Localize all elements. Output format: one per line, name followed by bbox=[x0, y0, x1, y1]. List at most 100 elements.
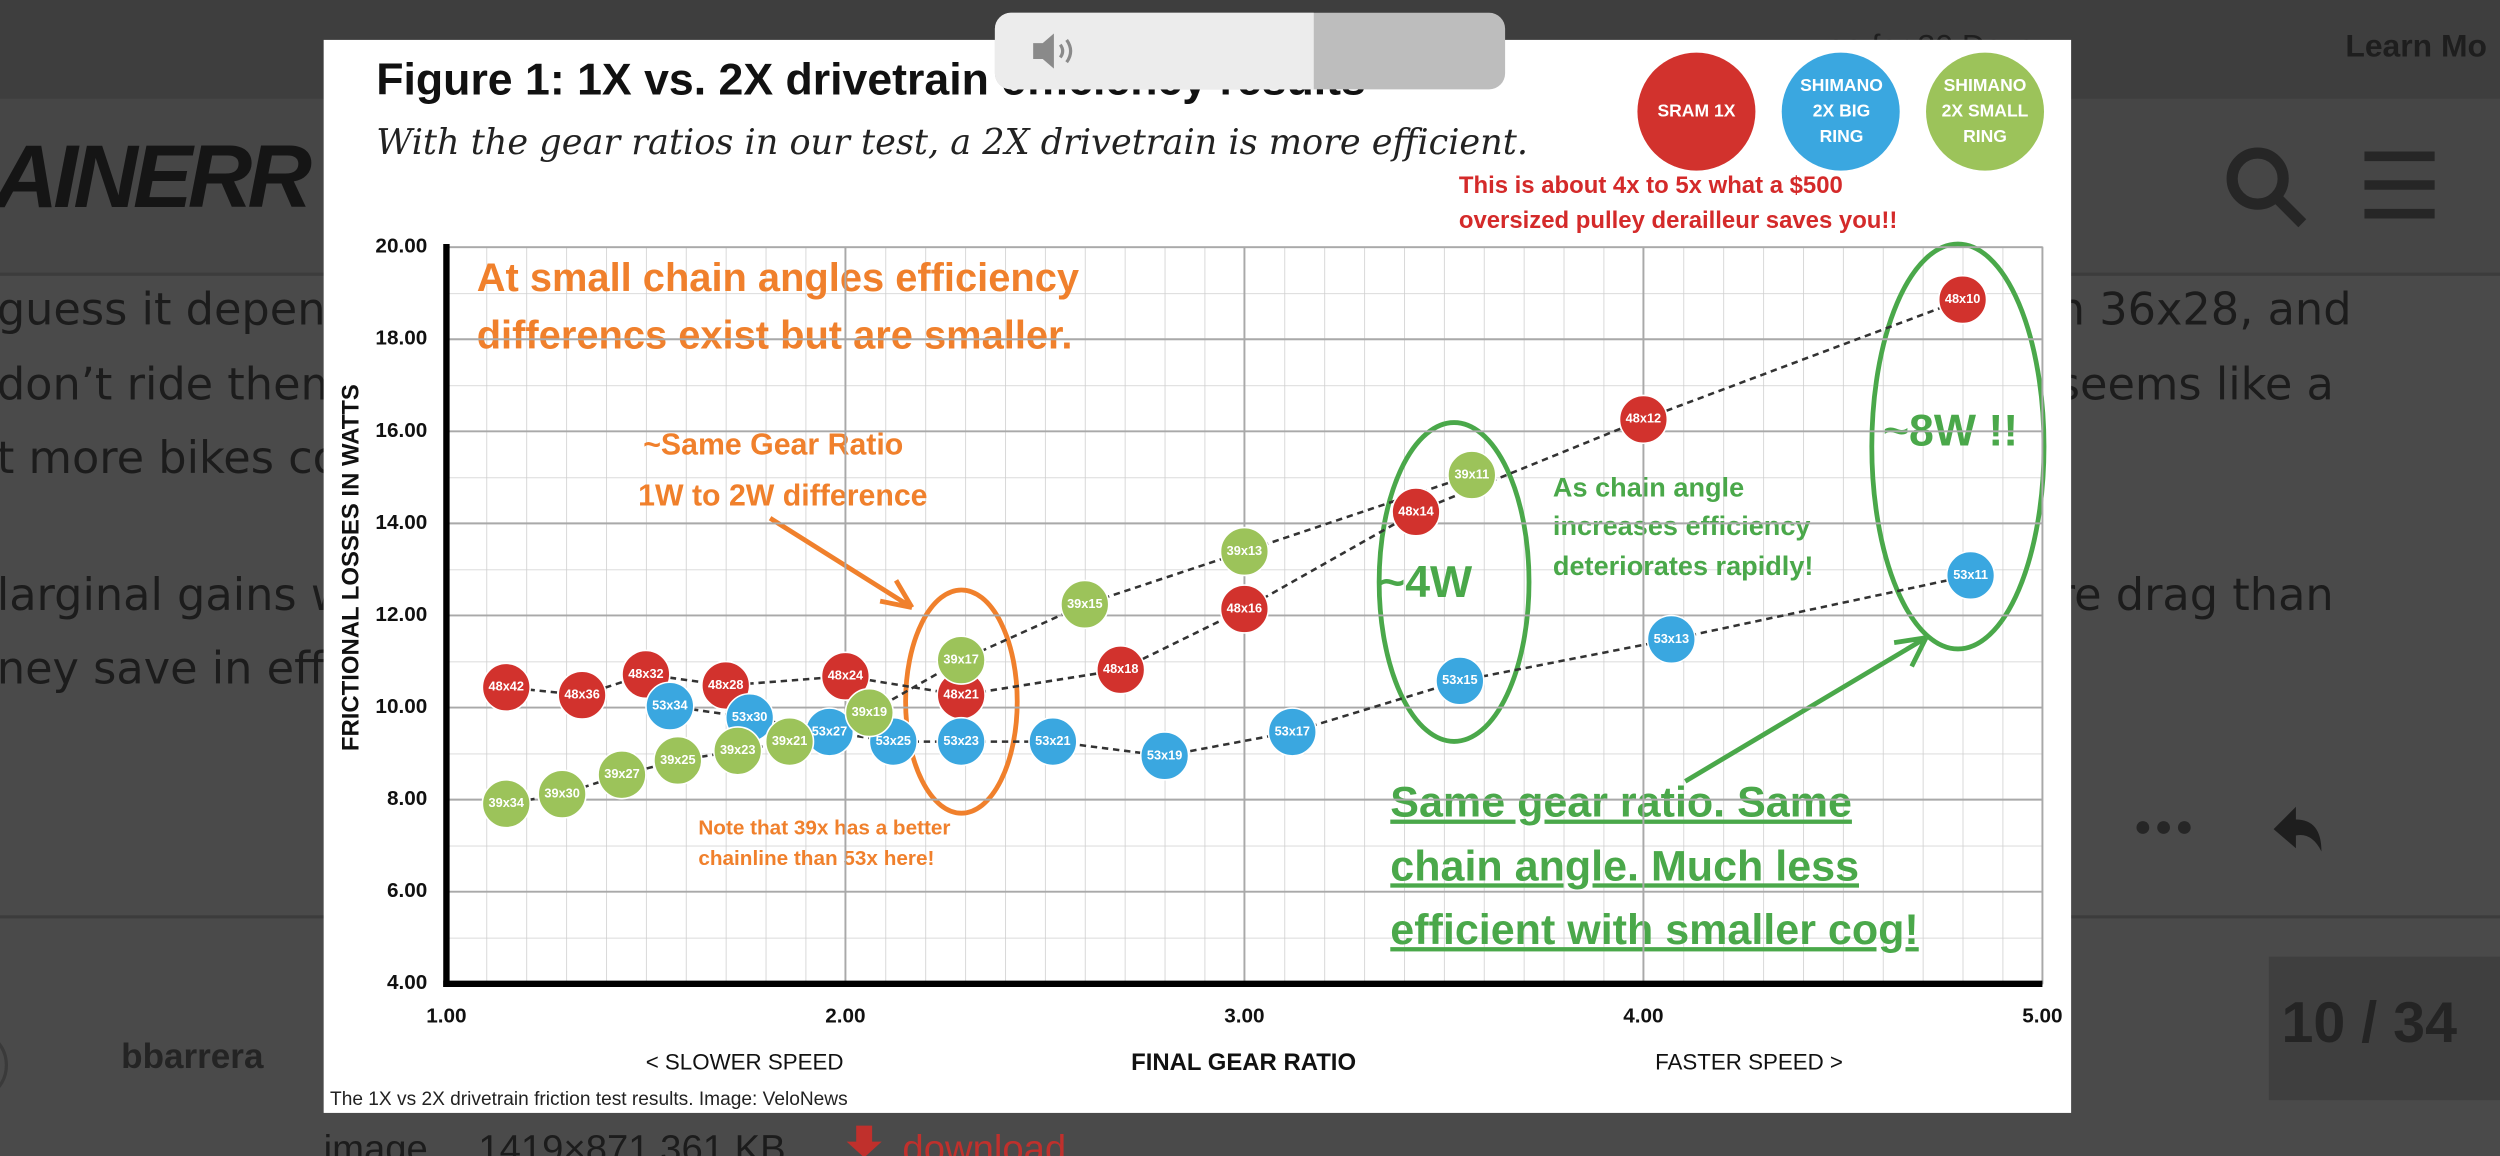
more-icon[interactable] bbox=[2136, 821, 2191, 834]
point-label: 39x23 bbox=[720, 742, 755, 757]
point-label: 48x18 bbox=[1103, 661, 1138, 676]
data-point bbox=[820, 651, 871, 701]
point-label: 48x42 bbox=[489, 679, 524, 694]
point-label: 39x19 bbox=[852, 704, 887, 719]
annotation: ~4W bbox=[1379, 558, 1473, 607]
arrow bbox=[1684, 635, 1929, 784]
image-info: 1419×871 361 KB bbox=[478, 1127, 785, 1156]
annotation: At small chain angles efficiency bbox=[477, 256, 1079, 300]
x-tick-label: 4.00 bbox=[1623, 1005, 1663, 1028]
point-label: 48x14 bbox=[1398, 503, 1434, 518]
data-point bbox=[1267, 707, 1318, 757]
legend-text: SRAM 1X bbox=[1657, 102, 1736, 122]
annotation-shapes bbox=[768, 241, 2047, 816]
volume-level bbox=[994, 12, 1314, 90]
y-tick-label: 4.00 bbox=[387, 971, 427, 994]
annotation: As chain angle bbox=[1553, 472, 1744, 503]
point-label: 53x17 bbox=[1275, 723, 1310, 738]
x-axis-note: FASTER SPEED > bbox=[1655, 1049, 1843, 1074]
download-icon[interactable] bbox=[846, 1125, 882, 1156]
legend-text: SHIMANO 2X SMALL RING bbox=[1941, 76, 2029, 147]
x-axis-note: < SLOWER SPEED bbox=[646, 1049, 844, 1074]
search-icon[interactable] bbox=[2226, 147, 2307, 228]
post-line: ney save in effic bbox=[0, 642, 362, 694]
point-label: 53x21 bbox=[1035, 733, 1070, 748]
data-point bbox=[1435, 656, 1485, 706]
data-point bbox=[1391, 487, 1441, 537]
y-tick-label: 16.00 bbox=[375, 419, 427, 442]
data-point bbox=[936, 716, 986, 767]
annotation: deteriorates rapidly! bbox=[1553, 550, 1814, 581]
data-point bbox=[1945, 550, 1996, 601]
download-link[interactable]: download bbox=[902, 1127, 1066, 1156]
data-point bbox=[1618, 394, 1669, 445]
annotation: chain angle. Much less bbox=[1390, 842, 1859, 890]
annotation: oversized pulley derailleur saves you!! bbox=[1459, 207, 1897, 234]
point-label: 48x28 bbox=[708, 677, 743, 692]
y-axis-label: FRICTIONAL LOSSES IN WATTS bbox=[338, 384, 365, 751]
point-label: 53x23 bbox=[943, 733, 978, 748]
data-point bbox=[1139, 731, 1190, 781]
x-tick-label: 1.00 bbox=[426, 1005, 466, 1028]
x-tick-label: 5.00 bbox=[2022, 1005, 2062, 1028]
username[interactable]: bbarrera bbox=[121, 1037, 264, 1076]
y-tick-label: 6.00 bbox=[387, 879, 427, 902]
volume-overlay[interactable] bbox=[994, 12, 1506, 90]
point-label: 48x12 bbox=[1626, 411, 1661, 426]
legend-label: SHIMANO 2X BIG RING bbox=[1800, 76, 1883, 147]
post-line: re drag than bbox=[2057, 569, 2334, 621]
reply-icon[interactable] bbox=[2273, 806, 2322, 852]
point-label: 53x13 bbox=[1654, 631, 1689, 646]
point-label: 39x13 bbox=[1227, 543, 1262, 558]
x-tick-label: 3.00 bbox=[1224, 1005, 1264, 1028]
annotation: differencs exist but are smaller. bbox=[477, 314, 1073, 358]
legend-text: SHIMANO 2X BIG RING bbox=[1800, 76, 1883, 147]
point-label: 48x32 bbox=[628, 666, 663, 681]
point-label: 39x15 bbox=[1067, 596, 1102, 611]
logo[interactable]: AINERR bbox=[0, 126, 316, 226]
caption: The 1X vs 2X drivetrain friction test re… bbox=[330, 1089, 848, 1110]
point-label: 53x30 bbox=[732, 709, 767, 724]
chart: Figure 1: 1X vs. 2X drivetrain efficienc… bbox=[338, 52, 2063, 1076]
point-label: 39x17 bbox=[943, 652, 978, 667]
menu-icon[interactable] bbox=[2364, 151, 2435, 219]
y-tick-label: 18.00 bbox=[375, 327, 427, 350]
point-label: 48x16 bbox=[1227, 600, 1262, 615]
y-tick-label: 14.00 bbox=[375, 511, 427, 534]
data-point bbox=[764, 716, 815, 767]
point-label: 39x27 bbox=[604, 766, 639, 781]
y-tick-label: 12.00 bbox=[375, 603, 427, 626]
point-label: 48x36 bbox=[564, 686, 599, 701]
arrow bbox=[768, 516, 915, 610]
avatar[interactable] bbox=[0, 1030, 8, 1100]
highlight-ellipse bbox=[903, 587, 1020, 816]
data-point bbox=[653, 735, 703, 786]
annotation: 1W to 2W difference bbox=[638, 479, 927, 512]
point-label: 48x10 bbox=[1945, 291, 1980, 306]
data-point bbox=[537, 769, 587, 819]
point-label: 39x34 bbox=[489, 795, 525, 810]
legend-swatch bbox=[1926, 52, 2045, 171]
banner-link[interactable]: Learn Mo bbox=[2345, 27, 2487, 63]
data-point bbox=[597, 750, 647, 800]
point-label: 39x30 bbox=[544, 785, 579, 800]
post-right: n 36x28, and seems like a re drag than bbox=[2057, 284, 2352, 621]
data-point bbox=[481, 662, 531, 713]
point-label: 39x25 bbox=[660, 752, 695, 767]
data-point bbox=[1447, 450, 1497, 500]
data-point bbox=[936, 635, 986, 685]
y-tick-label: 10.00 bbox=[375, 695, 427, 718]
highlight-ellipse bbox=[1869, 241, 2047, 652]
annotation: efficient with smaller cog! bbox=[1390, 906, 1918, 954]
legend-label: SRAM 1X bbox=[1657, 102, 1736, 122]
chart-subtitle: With the gear ratios in our test, a 2X d… bbox=[376, 122, 1528, 163]
point-label: 53x19 bbox=[1147, 747, 1182, 762]
point-label: 53x27 bbox=[812, 723, 847, 738]
point-label: 53x34 bbox=[652, 698, 688, 713]
data-point bbox=[557, 670, 607, 720]
data-point bbox=[645, 681, 695, 731]
data-point bbox=[1646, 614, 1697, 665]
speaker-waves bbox=[1058, 38, 1073, 64]
